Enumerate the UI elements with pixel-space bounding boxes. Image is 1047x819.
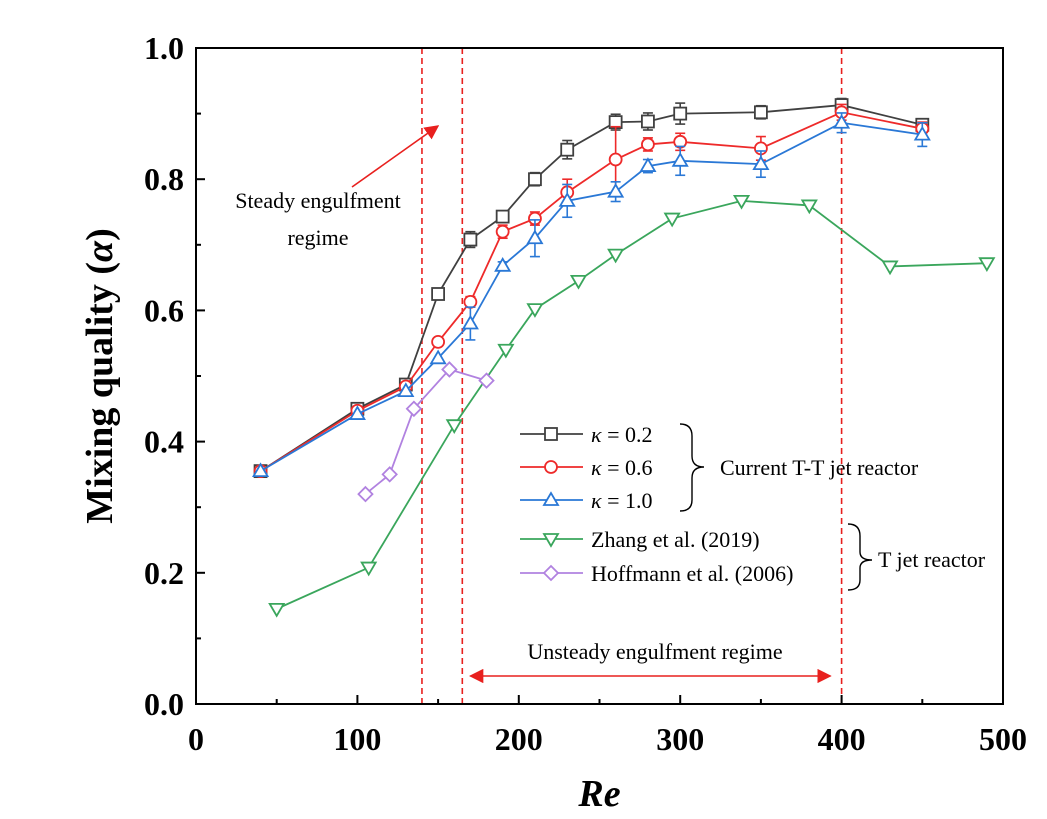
data-point [495, 224, 510, 239]
legend-marker-0 [544, 427, 558, 441]
y-tick-label: 0.2 [144, 555, 184, 591]
data-point [608, 152, 623, 167]
data-point [641, 137, 655, 152]
data-point [560, 142, 575, 157]
data-point [833, 113, 851, 129]
data-point [752, 155, 770, 171]
legend-label-symbol: κ [591, 455, 602, 480]
regime-annotations: Steady engulfment regime Unsteady engulfme… [235, 125, 832, 684]
y-axis-title-text: Mixing quality ( [79, 262, 121, 524]
data-point [251, 462, 270, 478]
series-4 [357, 361, 495, 503]
legend-label-3: Zhang et al. (2019) [591, 527, 760, 552]
y-tick-label: 1.0 [144, 30, 184, 66]
x-tick-label: 100 [333, 721, 381, 757]
plot-frame [195, 47, 1004, 705]
data-point [881, 260, 899, 276]
series-line-3 [276, 199, 987, 610]
data-point [381, 466, 398, 483]
data-point [526, 229, 544, 245]
x-tick-label: 0 [188, 721, 204, 757]
data-point [463, 232, 478, 247]
steady-regime-arrow [351, 125, 440, 188]
data-point [441, 361, 458, 378]
data-point [607, 182, 625, 198]
y-tick-label: 0.8 [144, 161, 184, 197]
series-0 [253, 97, 930, 479]
data-point [497, 343, 515, 359]
group2-brace [847, 523, 873, 591]
series-3 [268, 194, 996, 618]
unsteady-regime-label: Unsteady engulfment regime [527, 639, 782, 664]
data-point [429, 349, 447, 365]
steady-regime-label: Steady engulfment [235, 188, 401, 213]
legend-label-value: = 0.6 [602, 455, 653, 480]
legend-label-value: = 1.0 [602, 488, 653, 513]
data-point [641, 114, 655, 129]
x-tick-label: 500 [979, 721, 1027, 757]
y-axis-title: Mixing quality (α) [79, 228, 121, 524]
series-line-1 [260, 111, 923, 472]
series-line-2 [260, 121, 923, 472]
data-point [732, 194, 751, 210]
legend-label-4: Hoffmann et al. (2006) [591, 561, 793, 586]
data-point [494, 257, 512, 272]
group2-label: T jet reactor [878, 547, 986, 572]
data-point [528, 172, 542, 187]
x-tick-label: 400 [818, 721, 866, 757]
group1-brace [679, 423, 705, 512]
y-axis-title-close: ) [79, 228, 121, 241]
legend-label-symbol: κ [591, 422, 602, 447]
legend-label-value: = 0.2 [602, 422, 653, 447]
data-point [348, 405, 366, 420]
legend-label-1: κ = 0.6 [591, 455, 652, 480]
legend-marker-3 [542, 533, 560, 548]
data-point [405, 400, 423, 418]
y-tick-label: 0.6 [144, 292, 184, 328]
legend-marker-4 [542, 564, 560, 582]
legend-marker-1 [544, 460, 558, 474]
y-axis-title-symbol: α [79, 240, 121, 262]
data-point [463, 294, 478, 309]
data-point [569, 274, 588, 290]
data-point [357, 485, 374, 503]
data-point [663, 212, 681, 228]
data-point [268, 602, 286, 618]
data-point [478, 372, 495, 389]
group1-label: Current T-T jet reactor [720, 455, 919, 480]
x-tick-label: 200 [495, 721, 543, 757]
data-point [360, 561, 378, 577]
series-2 [251, 112, 931, 478]
data-point [526, 303, 544, 318]
data-point [495, 209, 510, 224]
y-tick-label: 0.4 [144, 424, 184, 460]
x-axis-title: Re [577, 773, 620, 815]
data-point [913, 125, 931, 141]
series-line-0 [260, 104, 923, 472]
data-point [978, 257, 996, 272]
legend-label-symbol: κ [591, 488, 602, 513]
axes: 0 100 200 300 400 500 0.0 0.2 0.4 0.6 0.8 1.0 Re Mixi… [79, 30, 1027, 815]
legend-label-2: κ = 1.0 [591, 488, 652, 513]
x-tick-label: 300 [656, 721, 704, 757]
data-point [754, 105, 768, 120]
steady-regime-label-line2: regime [287, 225, 348, 250]
data-point [431, 334, 446, 349]
series-layer [251, 97, 996, 618]
legend-marker-2 [542, 491, 560, 506]
data-point [671, 152, 689, 167]
data-point [461, 314, 479, 330]
data-point [397, 382, 415, 397]
data-point [607, 248, 625, 264]
data-point [558, 192, 576, 207]
y-tick-label: 0.0 [144, 686, 184, 722]
data-point [800, 199, 818, 215]
data-point [445, 419, 463, 434]
data-point [673, 106, 688, 121]
data-point [431, 287, 446, 301]
data-point [639, 157, 657, 172]
legend-label-0: κ = 0.2 [591, 422, 652, 447]
